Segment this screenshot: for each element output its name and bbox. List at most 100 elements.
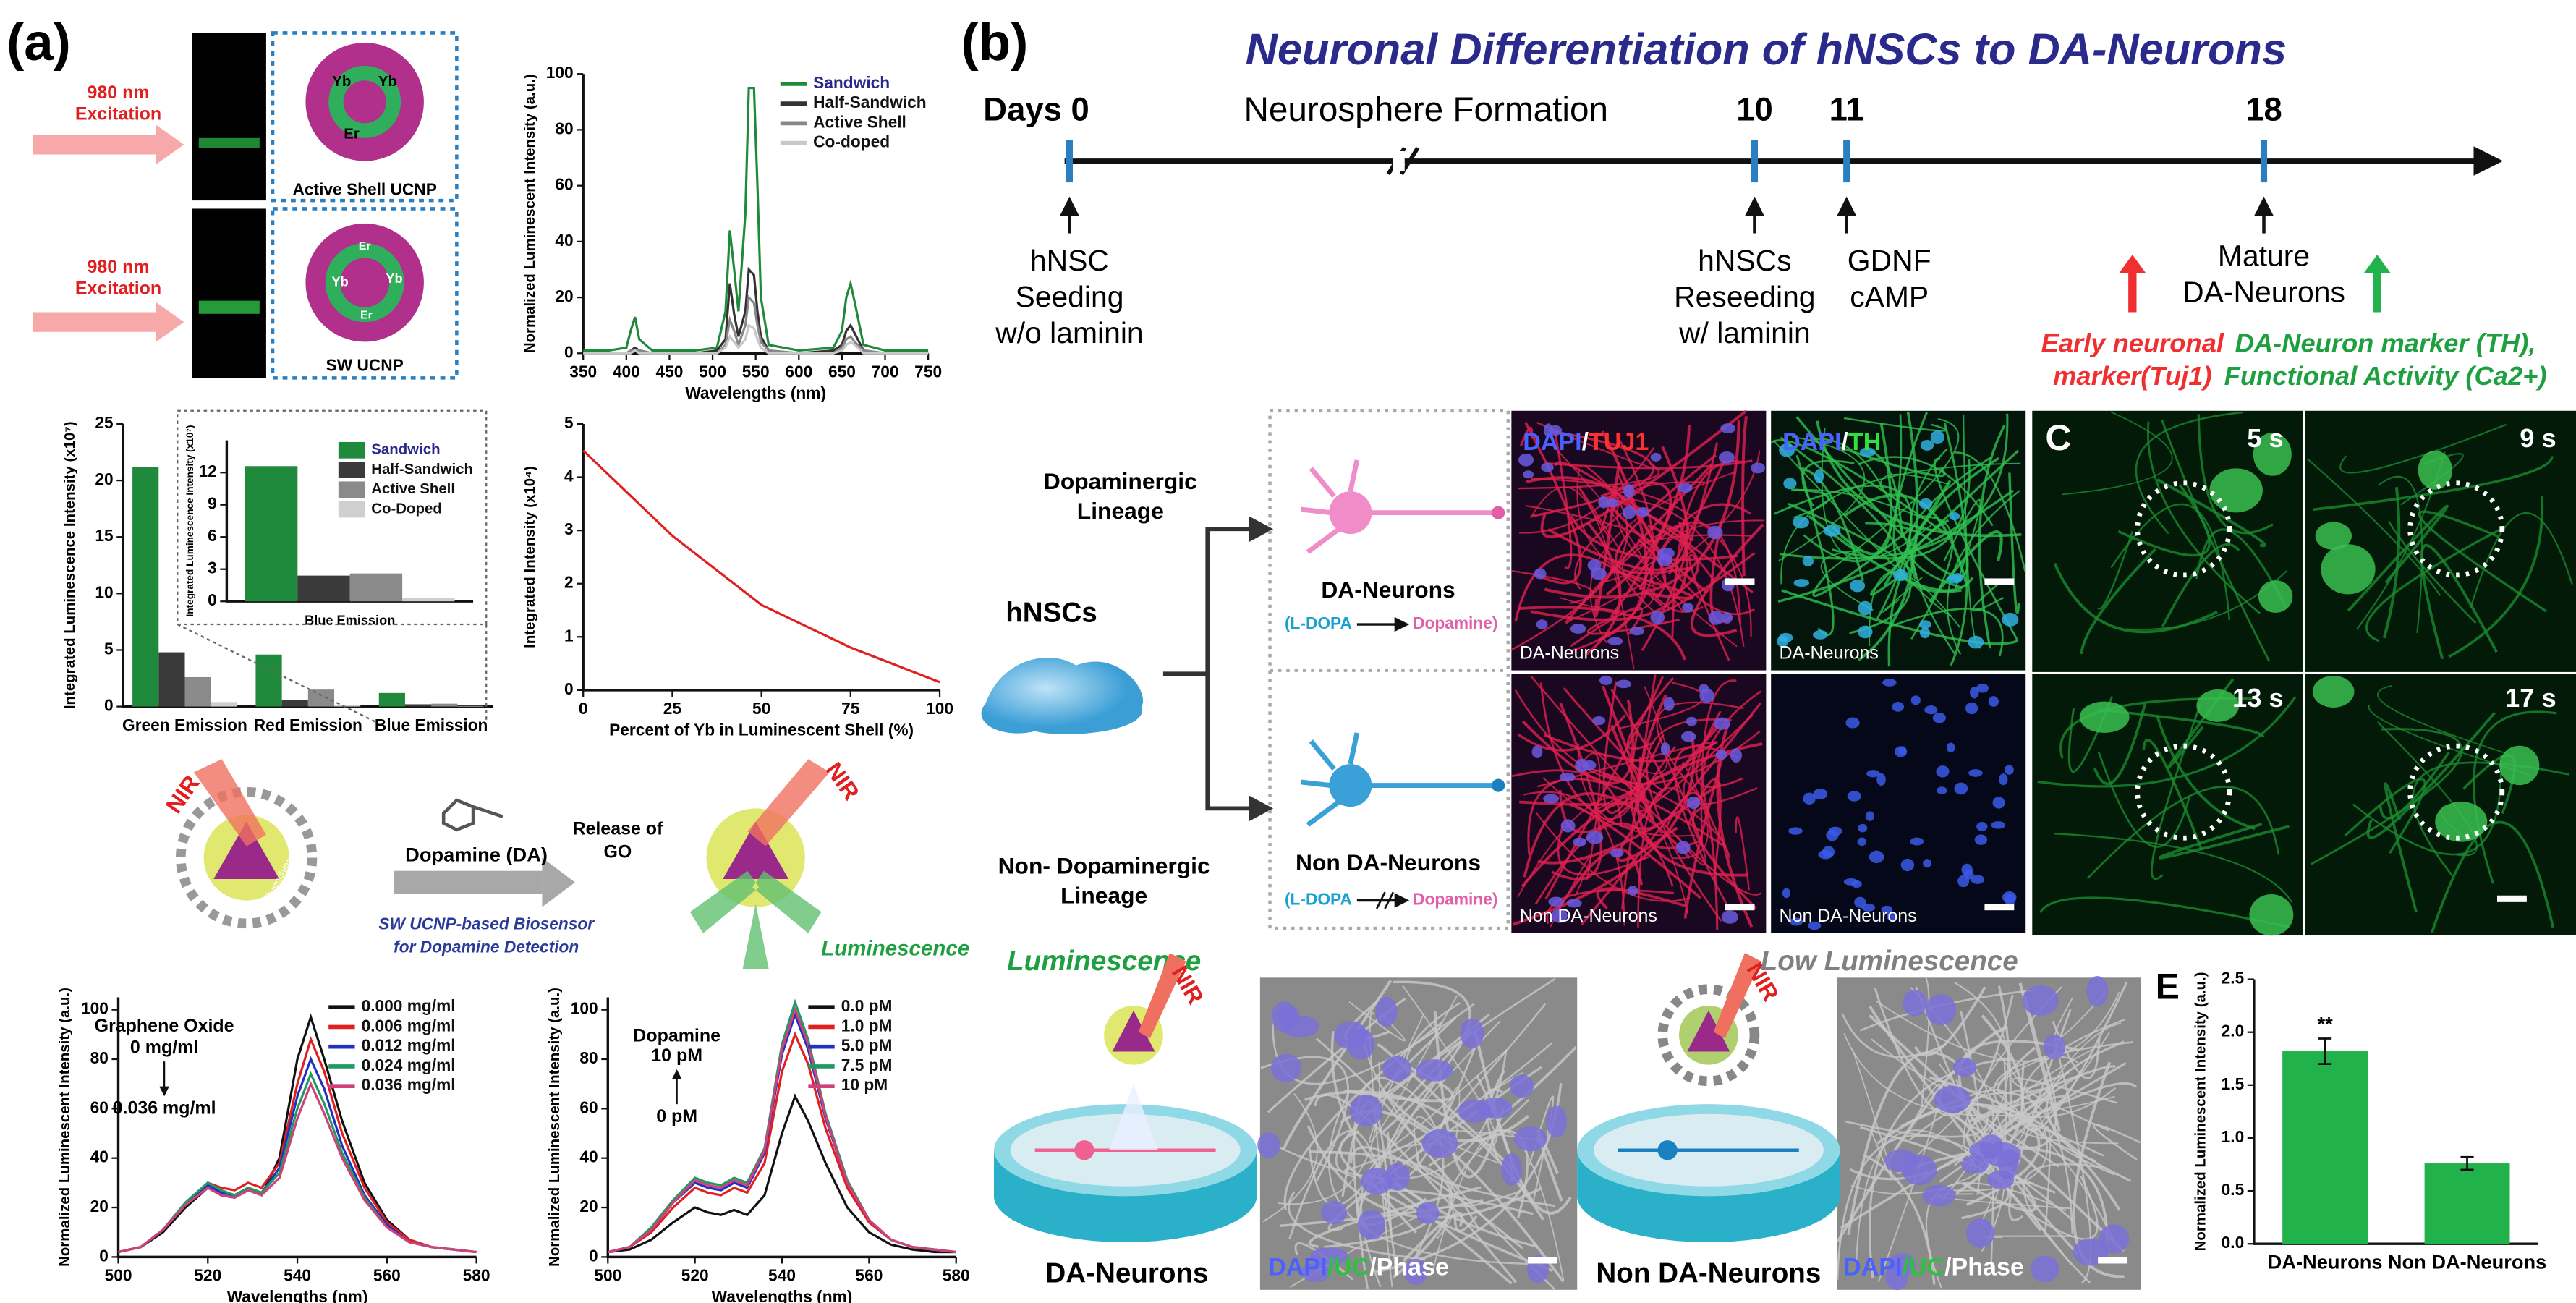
nucleus xyxy=(1708,611,1724,625)
fiber xyxy=(1662,750,1706,866)
fiber xyxy=(1946,490,2020,655)
nucleus xyxy=(2004,765,2014,775)
fiber xyxy=(2080,548,2156,655)
fiber xyxy=(1551,702,1602,880)
x-tick-label: 520 xyxy=(194,1266,221,1285)
step-label: w/ laminin xyxy=(1678,316,1811,349)
stain-label: DAPI/UC/Phase xyxy=(1843,1253,2024,1281)
fiber xyxy=(2197,414,2274,535)
fiber xyxy=(1316,1037,1480,1231)
fiber xyxy=(1598,430,1648,642)
spectrum-chart: 0 20 40 60 80 100 500 520 540 560 580 Wavelengths (… xyxy=(57,988,490,1303)
nucleus xyxy=(1782,888,1791,899)
stain: DAPI xyxy=(1523,428,1581,456)
nucleus xyxy=(1627,886,1638,896)
x-tick-label: 75 xyxy=(841,699,859,718)
fiber xyxy=(2022,1018,2126,1176)
nucleus xyxy=(2315,522,2352,551)
fiber xyxy=(1869,571,1961,647)
nucleus xyxy=(1845,717,1860,729)
fiber xyxy=(1550,443,1655,612)
bar xyxy=(255,654,282,707)
nucleus xyxy=(1920,439,1934,451)
fiber xyxy=(1844,1119,1989,1138)
fiber xyxy=(1700,679,1737,847)
fiber xyxy=(1453,1215,1478,1232)
nucleus xyxy=(1551,908,1568,923)
nucleus xyxy=(2258,580,2293,613)
micrograph xyxy=(1771,674,2026,933)
fiber xyxy=(2156,716,2256,831)
nucleus xyxy=(1900,858,1915,872)
fiber xyxy=(1565,463,1713,624)
nucleus xyxy=(1534,568,1547,580)
nucleus xyxy=(1814,469,1824,483)
x-tick-label: Blue Emission xyxy=(305,613,395,627)
fiber xyxy=(1276,1049,1508,1180)
nucleus xyxy=(1592,716,1606,726)
emission-band xyxy=(198,300,260,314)
nucleus xyxy=(1861,903,1876,912)
fiber xyxy=(1518,446,1655,534)
lineage-label: Lineage xyxy=(1077,498,1164,524)
fiber xyxy=(1544,676,1665,900)
inset-connector xyxy=(177,624,488,724)
annotation: 10 pM xyxy=(651,1045,702,1066)
fiber xyxy=(1539,682,1656,830)
roi xyxy=(2407,743,2505,841)
nucleus xyxy=(1548,896,1564,907)
fiber xyxy=(1294,1242,1354,1281)
arrows xyxy=(1059,196,2274,234)
legend-label: Half-Sandwich xyxy=(371,462,473,478)
x-tick-label: 550 xyxy=(742,362,770,381)
fiber xyxy=(1660,552,1756,614)
neuron-label: DA-Neurons xyxy=(1321,577,1455,603)
marker-arrow xyxy=(2119,255,2146,273)
fiber xyxy=(1896,1147,2109,1242)
legend-swatch xyxy=(338,501,365,518)
fiber xyxy=(1536,422,1668,471)
image-label: Non DA-Neurons xyxy=(1780,906,1917,926)
fiber xyxy=(2086,785,2280,880)
nucleus xyxy=(2079,701,2130,733)
bar xyxy=(158,652,185,707)
y-tick-label: 40 xyxy=(579,1147,598,1166)
x-tick-label: 600 xyxy=(785,362,812,381)
fiber xyxy=(1864,1154,1936,1285)
fiber xyxy=(2072,1061,2125,1278)
y-tick-label: 80 xyxy=(90,1048,109,1067)
stain: /UC xyxy=(1902,1253,1944,1281)
fiber xyxy=(2384,782,2418,913)
dish-label: DA-Neurons xyxy=(1045,1258,1208,1289)
micrograph xyxy=(1836,976,2141,1291)
fiber xyxy=(1581,765,1731,859)
nucleus xyxy=(1622,506,1636,519)
nucleus xyxy=(1536,619,1548,629)
step-label: Reseeding xyxy=(1674,280,1815,313)
bar xyxy=(2282,1051,2368,1244)
nucleus xyxy=(1987,1170,2015,1189)
nucleus xyxy=(1416,1202,1440,1224)
stain-label: DAPI/TUJ1 xyxy=(1523,428,1649,456)
legend-label: Active Shell xyxy=(813,112,906,131)
caption: Active Shell UCNP xyxy=(293,179,437,198)
nir-label: NIR xyxy=(820,757,864,805)
annotation: Dopamine xyxy=(633,1026,720,1046)
nucleus xyxy=(1650,452,1662,462)
nucleus xyxy=(1971,875,1985,884)
y-tick-label: 0 xyxy=(104,696,114,715)
nucleus xyxy=(2043,1034,2066,1060)
stain: TH xyxy=(1848,428,1881,456)
fiber xyxy=(2377,685,2510,755)
nucleus xyxy=(1865,811,1874,821)
micrograph xyxy=(2032,410,2304,672)
nucleus xyxy=(1869,850,1884,864)
fiber xyxy=(2473,710,2557,884)
x-tick-label: 580 xyxy=(943,1266,970,1285)
y-tick-label: 20 xyxy=(579,1197,598,1215)
dish xyxy=(1577,953,1840,1242)
nucleus xyxy=(1751,462,1765,474)
nucleus xyxy=(2002,613,2019,627)
nucleus xyxy=(1930,430,1944,445)
nucleus xyxy=(1919,627,1931,639)
